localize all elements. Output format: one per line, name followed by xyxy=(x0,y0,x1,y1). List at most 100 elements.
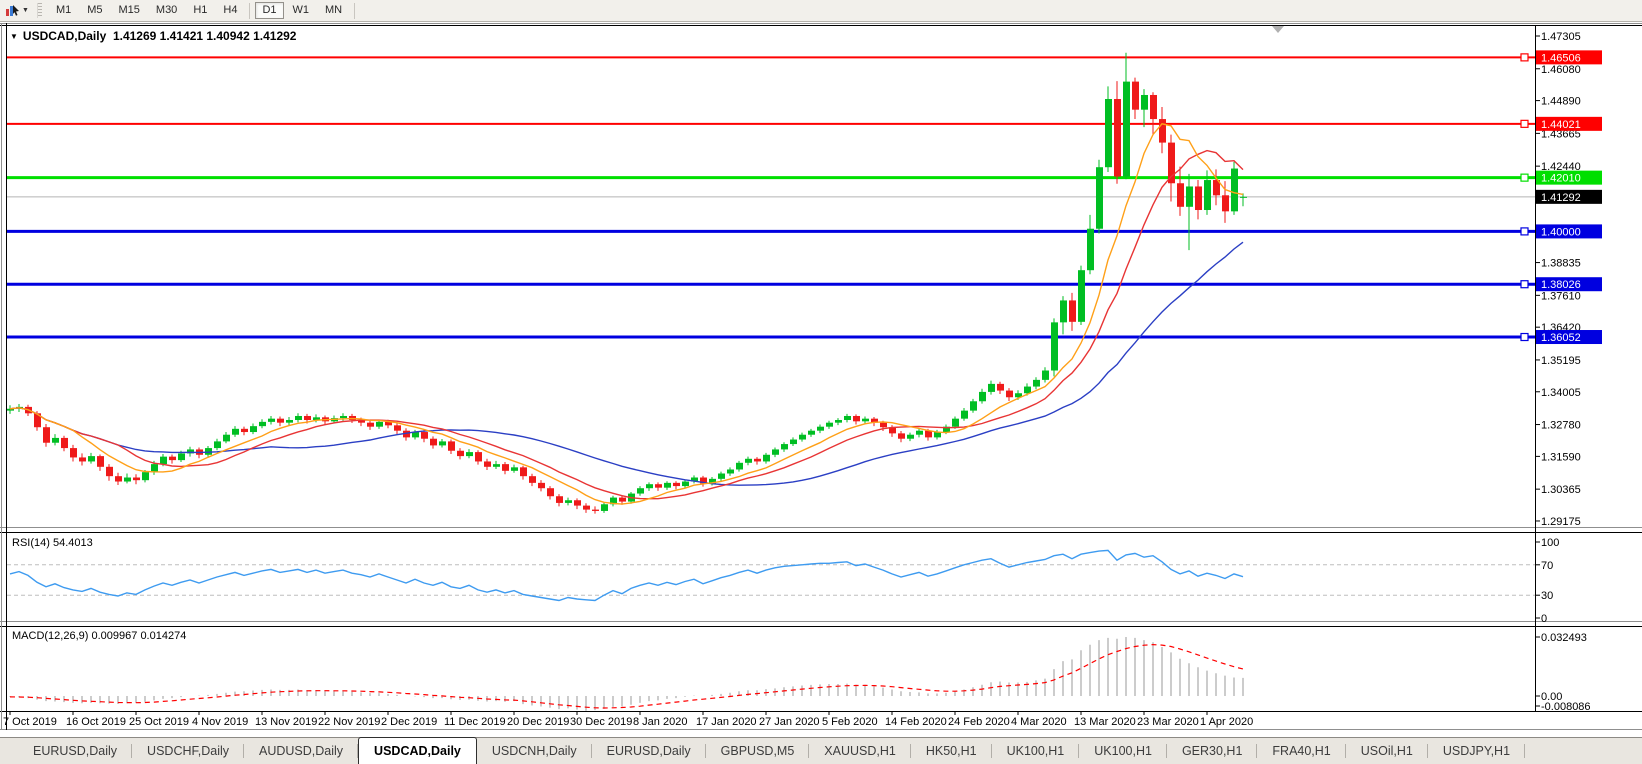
svg-text:1.34005: 1.34005 xyxy=(1541,387,1581,399)
trading-chart-window[interactable]: 1.47305 1.46080 1.44890 1.43665 1.42440 1.388… xyxy=(0,0,1642,736)
chart-tab-FRA40-H1[interactable]: FRA40,H1 xyxy=(1257,738,1347,764)
timeframe-button-H1[interactable]: H1 xyxy=(186,2,214,19)
svg-text:1.41292: 1.41292 xyxy=(1541,192,1581,204)
date-label: 20 Dec 2019 xyxy=(507,716,569,728)
chart-tab-AUDUSD-Daily[interactable]: AUDUSD,Daily xyxy=(244,738,359,764)
chart-tab-UK100-H1[interactable]: UK100,H1 xyxy=(1079,738,1167,764)
chart-tab-EURUSD-Daily[interactable]: EURUSD,Daily xyxy=(18,738,133,764)
svg-text:1.47305: 1.47305 xyxy=(1541,31,1581,43)
chart-tab-GBPUSD-M5[interactable]: GBPUSD,M5 xyxy=(706,738,810,764)
toolbar-grip-handle[interactable] xyxy=(36,3,42,18)
timeframe-button-MN[interactable]: MN xyxy=(318,2,349,19)
date-axis[interactable]: 7 Oct 2019 16 Oct 2019 25 Oct 2019 4 Nov 20… xyxy=(3,712,1253,728)
svg-text:1.44021: 1.44021 xyxy=(1541,119,1581,131)
toolbar-separator xyxy=(249,2,251,19)
date-label: 7 Oct 2019 xyxy=(3,716,57,728)
date-label: 4 Nov 2019 xyxy=(192,716,248,728)
price-label-1.42010 xyxy=(1536,170,1602,185)
rsi-indicator-label: RSI(14) 54.4013 xyxy=(12,537,93,549)
triangle-down-icon[interactable]: ▼ xyxy=(10,32,18,41)
timeframe-button-M15[interactable]: M15 xyxy=(112,2,147,19)
date-label: 14 Feb 2020 xyxy=(885,716,947,728)
chart-tab-HK50-H1[interactable]: HK50,H1 xyxy=(911,738,992,764)
ma-mid-line xyxy=(9,149,1244,500)
date-label: 1 Apr 2020 xyxy=(1200,716,1253,728)
chart-tab-USOil-H1[interactable]: USOil,H1 xyxy=(1346,738,1428,764)
svg-text:1.32780: 1.32780 xyxy=(1541,420,1581,432)
timeframe-button-M5[interactable]: M5 xyxy=(80,2,109,19)
price-label-1.36052 xyxy=(1536,330,1602,345)
svg-text:1.29175: 1.29175 xyxy=(1541,516,1581,528)
svg-text:1.42010: 1.42010 xyxy=(1541,173,1581,185)
chevron-down-icon[interactable]: ▼ xyxy=(22,7,29,14)
svg-text:0: 0 xyxy=(1541,613,1547,625)
toolbar-separator xyxy=(354,2,356,19)
moving-average-lines xyxy=(9,123,1244,505)
chart-tab-USDCAD-Daily[interactable]: USDCAD,Daily xyxy=(358,737,477,764)
svg-text:70: 70 xyxy=(1541,560,1553,572)
date-label: 2 Dec 2019 xyxy=(381,716,437,728)
price-axis[interactable]: 1.47305 1.46080 1.44890 1.43665 1.42440 1.388… xyxy=(1520,31,1602,713)
svg-text:1.44890: 1.44890 xyxy=(1541,96,1581,108)
svg-text:1.38835: 1.38835 xyxy=(1541,258,1581,270)
timeframe-button-M30[interactable]: M30 xyxy=(149,2,184,19)
chart-shift-marker-icon[interactable] xyxy=(1272,26,1284,33)
svg-text:1.35195: 1.35195 xyxy=(1541,355,1581,367)
svg-text:1.37610: 1.37610 xyxy=(1541,290,1581,302)
date-label: 17 Jan 2020 xyxy=(696,716,757,728)
date-label: 25 Oct 2019 xyxy=(129,716,189,728)
svg-text:0.032493: 0.032493 xyxy=(1541,632,1587,644)
chart-symbol-label: USDCAD,Daily xyxy=(22,29,107,43)
level-line-handle[interactable] xyxy=(1520,227,1529,236)
svg-text:1.36052: 1.36052 xyxy=(1541,332,1581,344)
chart-cursor-icon[interactable] xyxy=(3,3,21,19)
chart-tab-bar: EURUSD,Daily USDCHF,Daily AUDUSD,Daily USDC… xyxy=(0,737,1642,764)
date-label: 16 Oct 2019 xyxy=(66,716,126,728)
svg-text:30: 30 xyxy=(1541,590,1553,602)
candlesticks[interactable] xyxy=(7,52,1247,514)
price-label-1.44021 xyxy=(1536,116,1602,131)
macd-signal-line xyxy=(9,643,1244,709)
svg-text:1.38026: 1.38026 xyxy=(1541,279,1581,291)
date-label: 8 Jan 2020 xyxy=(633,716,687,728)
svg-text:100: 100 xyxy=(1541,537,1559,549)
date-label: 4 Mar 2020 xyxy=(1011,716,1067,728)
rsi-panel[interactable] xyxy=(7,549,1535,602)
chart-tab-UK100-H1[interactable]: UK100,H1 xyxy=(992,738,1080,764)
top-toolbar: ▼ M1 M5 M15 M30 H1 H4 D1 W1 MN xyxy=(0,0,1642,22)
chart-ohlc-values: 1.41269 1.41421 1.40942 1.41292 xyxy=(112,29,297,43)
chart-tab-XAUUSD-H1[interactable]: XAUUSD,H1 xyxy=(809,738,911,764)
chart-tab-EURUSD-Daily[interactable]: EURUSD,Daily xyxy=(592,738,706,764)
timeframe-button-M1[interactable]: M1 xyxy=(49,2,78,19)
svg-text:1.46080: 1.46080 xyxy=(1541,64,1581,76)
chart-title: ▼ USDCAD,Daily 1.41269 1.41421 1.40942 1.… xyxy=(10,29,296,43)
date-label: 24 Feb 2020 xyxy=(948,716,1010,728)
level-line-handle[interactable] xyxy=(1520,173,1529,182)
price-label-1.46506 xyxy=(1536,50,1602,65)
level-line-handle[interactable] xyxy=(1520,53,1529,62)
timeframe-button-D1[interactable]: D1 xyxy=(255,2,284,19)
svg-text:0.00: 0.00 xyxy=(1541,691,1562,703)
svg-text:-0.008086: -0.008086 xyxy=(1541,701,1591,713)
rsi-line xyxy=(9,549,1244,602)
macd-value: 0.009967 xyxy=(91,630,138,642)
macd-panel[interactable] xyxy=(9,636,1244,711)
window-frame xyxy=(0,23,1642,730)
svg-text:1.42440: 1.42440 xyxy=(1541,161,1581,173)
timeframe-button-H4[interactable]: H4 xyxy=(216,2,244,19)
date-label: 5 Feb 2020 xyxy=(822,716,878,728)
level-line-handle[interactable] xyxy=(1520,280,1529,289)
date-label: 23 Mar 2020 xyxy=(1137,716,1199,728)
svg-text:1.40000: 1.40000 xyxy=(1541,226,1581,238)
ma-slow-line xyxy=(9,241,1244,486)
timeframe-button-W1[interactable]: W1 xyxy=(286,2,317,19)
level-line-handle[interactable] xyxy=(1520,119,1529,128)
ma-fast-line xyxy=(9,123,1244,505)
level-line-handle[interactable] xyxy=(1520,332,1529,342)
horizontal-level-lines[interactable] xyxy=(7,56,1535,339)
chart-tab-USDCNH-Daily[interactable]: USDCNH,Daily xyxy=(477,738,592,764)
chart-tab-USDJPY-H1[interactable]: USDJPY,H1 xyxy=(1428,738,1526,764)
date-label: 13 Nov 2019 xyxy=(255,716,317,728)
chart-tab-USDCHF-Daily[interactable]: USDCHF,Daily xyxy=(132,738,244,764)
chart-tab-GER30-H1[interactable]: GER30,H1 xyxy=(1167,738,1258,764)
